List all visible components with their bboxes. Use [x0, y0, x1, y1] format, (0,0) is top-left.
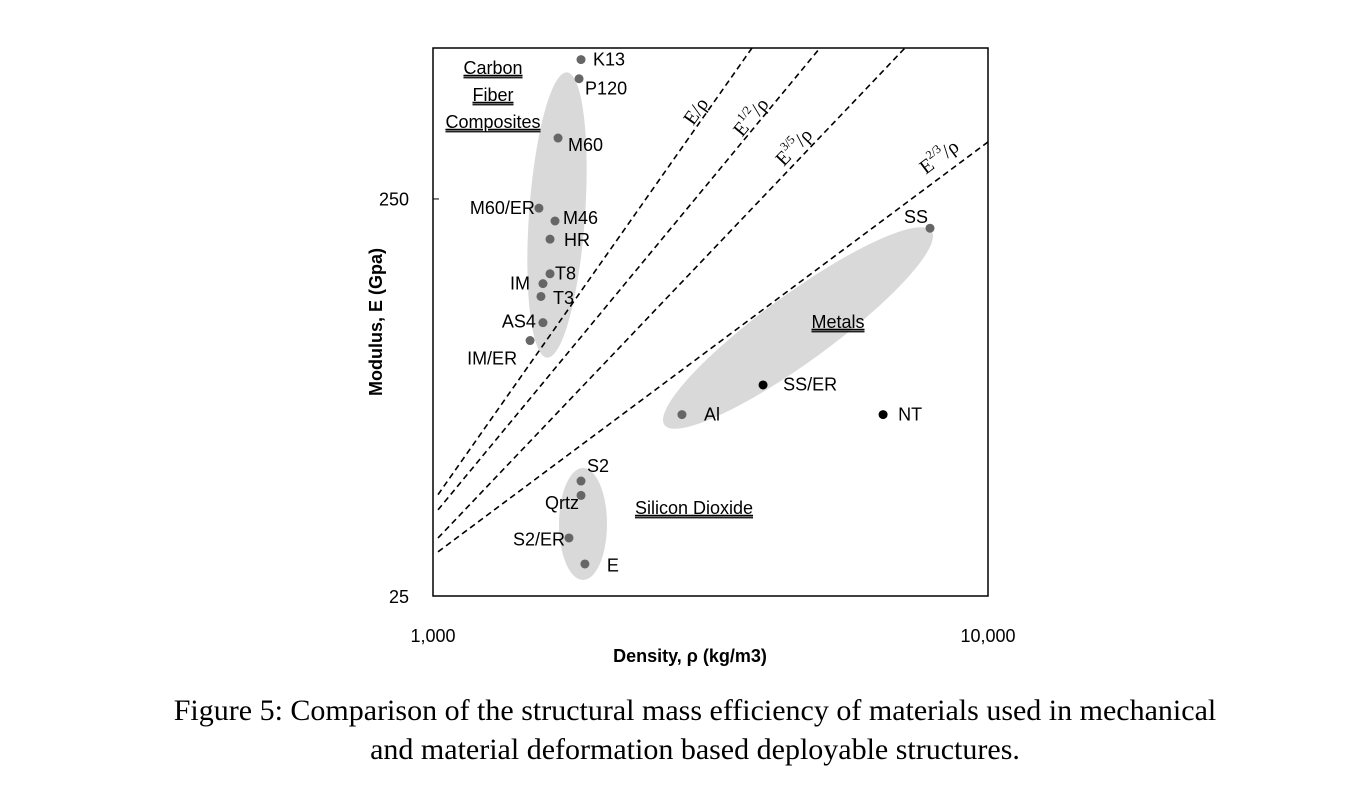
point: [576, 476, 586, 486]
guide-label: E2/3/ρ: [913, 132, 963, 178]
y-axis-title: Modulus, E (Gpa): [366, 248, 386, 396]
guide-line: [437, 47, 906, 539]
y-tick-label: 250: [379, 190, 409, 210]
point: [534, 203, 544, 213]
point-label: HR: [564, 230, 590, 250]
point: [580, 559, 590, 569]
point: [538, 279, 548, 289]
point: [677, 410, 687, 420]
point: [545, 234, 555, 244]
plot-frame: [432, 47, 989, 597]
point-label: SS: [904, 207, 928, 227]
point-label: SS/ER: [783, 375, 837, 395]
point: [538, 318, 548, 328]
point-label: NT: [898, 404, 922, 424]
point-label: AS4: [502, 311, 536, 331]
point: [925, 223, 935, 233]
group-label: Carbon: [463, 58, 522, 78]
guide-label: E3/5/ρ: [768, 121, 816, 170]
point: [553, 133, 563, 143]
point-label: P120: [585, 78, 627, 98]
point-label: M60: [568, 135, 603, 155]
point: [536, 291, 546, 301]
point: [878, 410, 888, 420]
point: [564, 533, 574, 543]
guide-label-rest: /ρ: [790, 124, 817, 150]
point-label: IM: [510, 273, 530, 293]
point: [545, 269, 555, 279]
point: [576, 490, 586, 500]
guide-label-rest: /ρ: [937, 135, 963, 162]
point-label: S2: [587, 456, 609, 476]
guide-line: [437, 141, 989, 553]
point: [550, 216, 560, 226]
group-label: Silicon Dioxide: [635, 498, 753, 518]
point-label: Qrtz: [545, 493, 579, 513]
silica-region: [559, 468, 607, 580]
point: [576, 55, 586, 65]
point-label: T8: [555, 264, 576, 284]
point-label: Al: [704, 404, 720, 424]
point-label: E: [607, 556, 619, 576]
point-label: S2/ER: [513, 530, 565, 550]
point-label: K13: [593, 49, 625, 69]
point: [574, 74, 584, 84]
point-label: IM/ER: [467, 348, 517, 368]
y-tick-label: 25: [389, 587, 409, 607]
x-tick-label: 1,000: [410, 626, 455, 646]
x-tick-label: 10,000: [960, 626, 1015, 646]
group-label: Fiber: [472, 85, 513, 105]
point: [525, 336, 535, 346]
guide-line: [437, 47, 753, 496]
x-axis-title: Density, ρ (kg/m3): [613, 646, 767, 666]
guide-label: E1/2/ρ: [726, 91, 773, 141]
guide-label: E/ρ: [679, 93, 713, 128]
group-label: Metals: [811, 312, 864, 332]
point-label: M46: [563, 208, 598, 228]
point: [758, 380, 768, 390]
metals-region: [663, 227, 933, 429]
caption: Figure 5: Comparison of the structural m…: [174, 694, 1216, 727]
caption: and material deformation based deployabl…: [370, 733, 1020, 766]
point-label: T3: [553, 288, 574, 308]
group-label: Composites: [445, 112, 540, 132]
point-label: M60/ER: [470, 198, 535, 218]
